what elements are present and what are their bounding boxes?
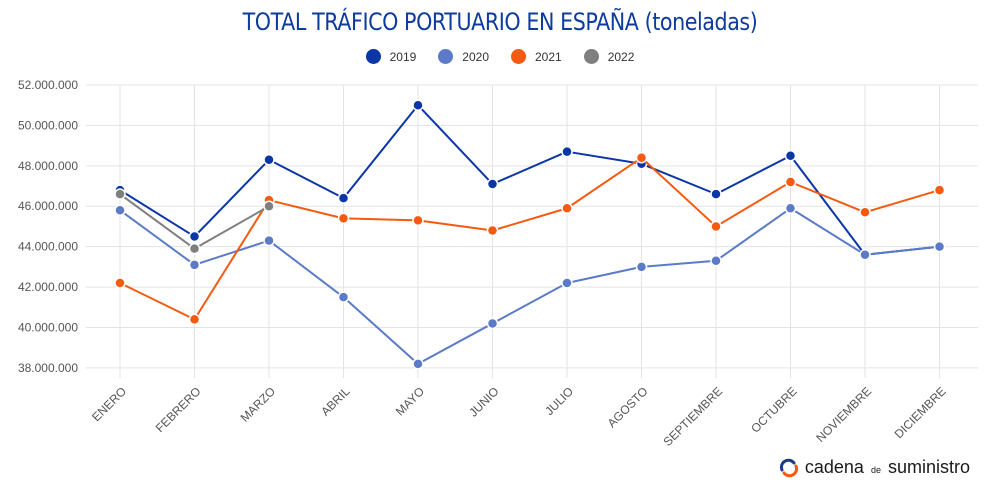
data-point-2020-septiembre <box>710 255 722 267</box>
x-tick-label: FEBRERO <box>153 384 204 435</box>
legend-label: 2022 <box>607 49 635 64</box>
y-tick-label: 50.000.000 <box>18 118 78 132</box>
legend-marker-2020 <box>438 49 454 64</box>
data-point-2020-mayo <box>412 358 424 370</box>
data-point-2022-enero <box>114 188 126 200</box>
data-point-2021-abril <box>337 212 350 225</box>
data-point-2022-marzo <box>263 200 275 212</box>
x-tick-label: ABRIL <box>318 384 353 419</box>
data-point-2021-julio <box>561 202 573 215</box>
y-tick-label: 38.000.000 <box>18 361 78 375</box>
y-tick-label: 40.000.000 <box>18 320 78 334</box>
x-tick-label: JUNIO <box>466 384 501 419</box>
data-point-2020-agosto <box>635 261 648 273</box>
y-tick-label: 44.000.000 <box>18 240 78 254</box>
series-line-2021 <box>119 156 940 321</box>
data-point-2021-junio <box>486 224 499 237</box>
brand-text-suministro: suministro <box>887 457 970 477</box>
y-tick-label: 46.000.000 <box>18 199 78 213</box>
legend-item-2021[interactable]: 2021 <box>511 49 562 64</box>
data-point-2021-septiembre <box>710 220 722 233</box>
data-point-2020-octubre <box>784 202 797 215</box>
legend-label: 2019 <box>389 49 417 64</box>
data-point-2019-julio <box>561 145 573 158</box>
data-point-2021-noviembre <box>859 206 871 219</box>
data-point-2019-abril <box>337 192 350 204</box>
legend-label: 2021 <box>535 49 562 64</box>
x-tick-label: ENERO <box>89 384 129 424</box>
brand-logo-icon <box>779 458 798 477</box>
brand-text-cadena: cadena <box>804 457 864 477</box>
data-point-2019-febrero <box>188 230 201 243</box>
legend-marker-2019 <box>365 49 381 64</box>
x-tick-label: MAYO <box>393 384 427 418</box>
x-tick-label: SEPTIEMBRE <box>661 384 726 449</box>
brand-logo: cadena de suministro <box>779 457 970 478</box>
chart-title: TOTAL TRÁFICO PORTUARIO EN ESPAÑA (tonel… <box>242 8 758 36</box>
y-tick-label: 48.000.000 <box>18 159 78 173</box>
data-point-2021-febrero <box>188 313 201 326</box>
x-tick-label: MARZO <box>238 384 279 425</box>
chart-legend: 2019 2020 2021 2022 <box>0 49 1000 64</box>
data-point-2021-diciembre <box>933 184 946 196</box>
data-point-2020-febrero <box>188 259 201 271</box>
legend-label: 2020 <box>462 49 489 64</box>
x-tick-label: JULIO <box>542 384 576 418</box>
data-point-2021-enero <box>114 277 126 289</box>
x-tick-label: DICIEMBRE <box>892 384 949 441</box>
data-point-2019-junio <box>486 178 499 190</box>
data-point-2020-abril <box>337 291 350 303</box>
data-point-2021-mayo <box>412 214 424 227</box>
data-point-2020-marzo <box>263 234 275 247</box>
legend-marker-2021 <box>511 49 526 64</box>
data-point-2019-octubre <box>784 149 797 162</box>
data-point-2019-mayo <box>412 99 424 111</box>
legend-item-2020[interactable]: 2020 <box>438 49 489 64</box>
x-tick-label: OCTUBRE <box>748 384 799 435</box>
x-tick-label: NOVIEMBRE <box>813 384 874 445</box>
data-point-2020-noviembre <box>859 248 871 261</box>
data-point-2019-septiembre <box>710 188 722 200</box>
x-tick-label: AGOSTO <box>605 384 651 430</box>
series-line-2019 <box>119 104 940 256</box>
legend-marker-2022 <box>583 49 599 64</box>
data-point-2021-agosto <box>635 151 648 164</box>
data-point-2022-febrero <box>188 242 201 255</box>
series-line-2020 <box>119 207 940 365</box>
brand-text-de: de <box>870 464 881 475</box>
data-point-2019-marzo <box>263 154 275 166</box>
y-tick-label: 42.000.000 <box>18 280 78 294</box>
data-point-2020-enero <box>114 204 126 217</box>
data-point-2020-diciembre <box>933 240 946 253</box>
legend-item-2022[interactable]: 2022 <box>583 49 635 64</box>
y-tick-label: 52.000.000 <box>18 78 78 92</box>
data-point-2020-junio <box>486 317 499 330</box>
legend-item-2019[interactable]: 2019 <box>365 49 417 64</box>
data-point-2021-octubre <box>784 176 797 188</box>
data-point-2020-julio <box>561 277 573 289</box>
